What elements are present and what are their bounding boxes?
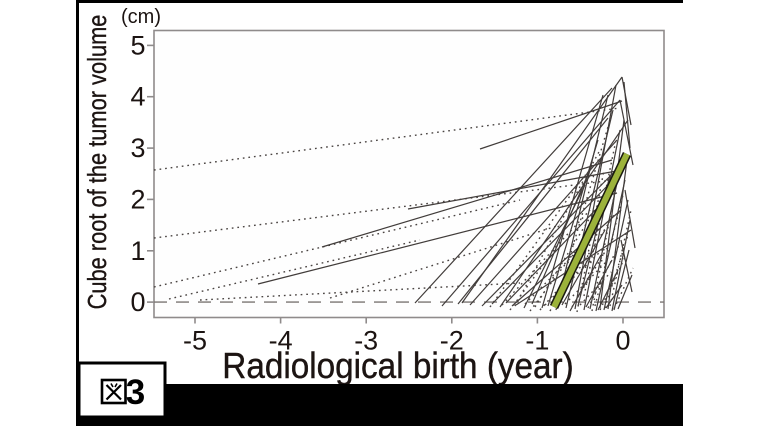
svg-text:3: 3 bbox=[126, 373, 145, 412]
svg-text:-5: -5 bbox=[183, 326, 207, 356]
svg-text:-4: -4 bbox=[269, 326, 293, 356]
svg-text:3: 3 bbox=[130, 133, 145, 163]
svg-text:2: 2 bbox=[130, 184, 145, 214]
svg-text:5: 5 bbox=[130, 30, 145, 60]
svg-text:-3: -3 bbox=[354, 326, 378, 356]
svg-text:-1: -1 bbox=[525, 326, 549, 356]
svg-text:4: 4 bbox=[130, 82, 145, 112]
svg-text:0: 0 bbox=[615, 326, 630, 356]
svg-text:0: 0 bbox=[130, 287, 145, 317]
svg-text:(cm): (cm) bbox=[121, 6, 161, 28]
svg-text:1: 1 bbox=[130, 236, 145, 266]
svg-text:-2: -2 bbox=[440, 326, 464, 356]
svg-text:Cube root of the tumor volume: Cube root of the tumor volume bbox=[83, 15, 112, 310]
svg-text:Radiological birth (year): Radiological birth (year) bbox=[222, 347, 573, 386]
